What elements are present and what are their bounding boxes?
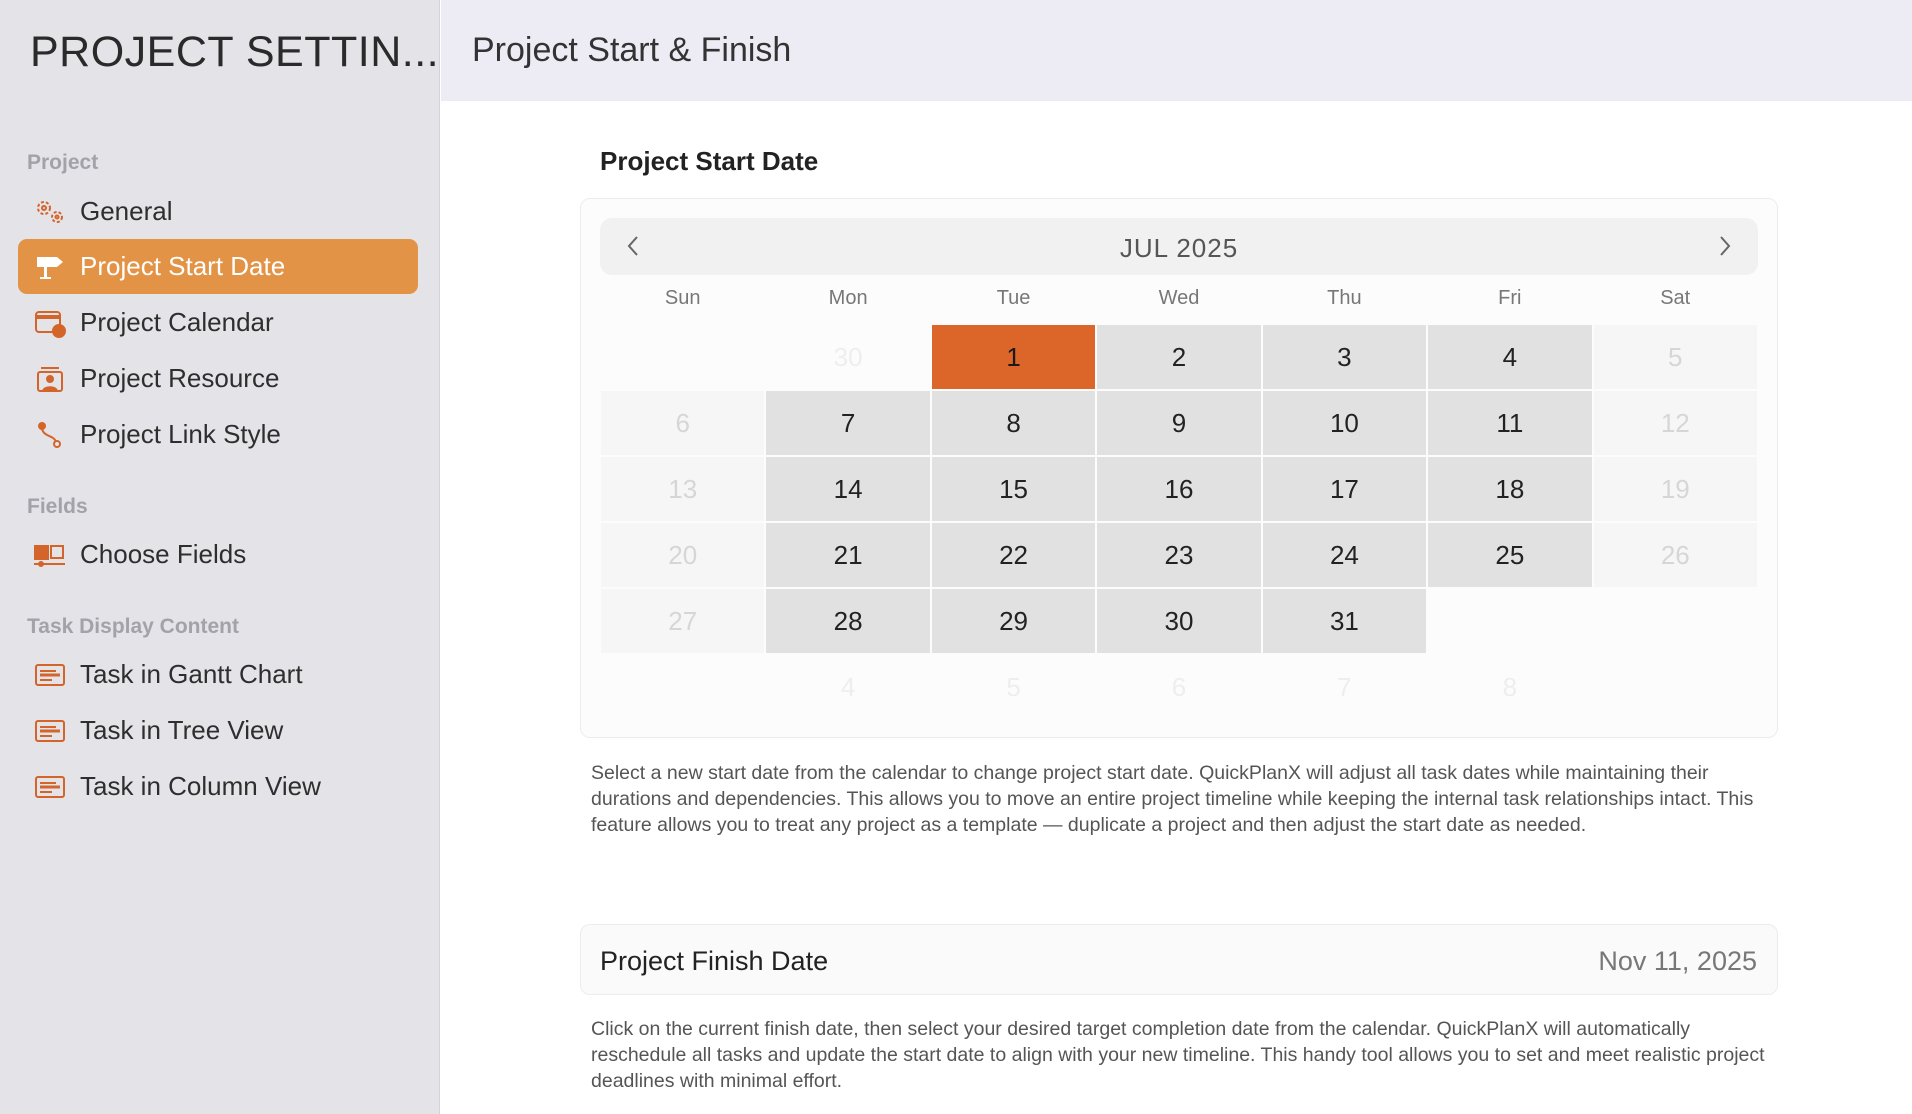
day-cell[interactable]: 25 — [1428, 523, 1592, 587]
task-card-icon — [32, 660, 68, 690]
section-fields: Fields — [27, 495, 88, 518]
sidebar-item-task-column[interactable]: Task in Column View — [18, 759, 418, 814]
day-cell: 4 — [840, 671, 856, 702]
chevron-right-icon[interactable] — [1710, 232, 1738, 260]
day-cell[interactable]: 15 — [931, 457, 1096, 521]
calendar-nav: JUL 2025 — [600, 218, 1758, 275]
day-cell[interactable]: 3 — [1262, 325, 1427, 389]
sidebar-item-task-gantt[interactable]: Task in Gantt Chart — [18, 647, 418, 702]
weekday-label: Mon — [828, 287, 868, 309]
sidebar-item-label: Project Resource — [80, 363, 280, 393]
day-cell[interactable]: 28 — [766, 589, 930, 653]
link-path-icon — [32, 420, 68, 450]
day-cell: 5 — [1006, 671, 1021, 702]
sidebar-item-project-link-style[interactable]: Project Link Style — [18, 407, 418, 462]
day-cell[interactable]: 11 — [1428, 391, 1592, 455]
calendar: JUL 2025 Sun Mon Tue Wed Thu Fri Sat 30 1 2 3 4 5 6 7… — [580, 198, 1778, 738]
sidebar-item-project-resource[interactable]: Project Resource — [18, 351, 418, 406]
day-cell[interactable]: 26 — [1593, 523, 1757, 587]
gears-icon — [32, 197, 68, 227]
day-cell: 8 — [1502, 671, 1518, 702]
day-cell[interactable]: 27 — [601, 589, 765, 653]
day-cell[interactable]: 5 — [1593, 325, 1757, 389]
day-cell[interactable]: 29 — [931, 589, 1096, 653]
sidebar-item-label: Project Start Date — [80, 251, 286, 281]
day-cell[interactable]: 16 — [1097, 457, 1261, 521]
day-cell[interactable]: 10 — [1262, 391, 1427, 455]
day-cell — [1594, 655, 1757, 719]
day-cell[interactable]: 6 — [601, 391, 765, 455]
day-cell[interactable]: 12 — [1593, 391, 1757, 455]
day-cell — [1428, 589, 1591, 653]
app-title: PROJECT SETTIN... — [30, 28, 440, 76]
sidebar: PROJECT SETTIN... Project Fields Task Di… — [0, 0, 440, 1114]
sidebar-item-label: Task in Tree View — [80, 715, 284, 745]
task-card-icon — [32, 716, 68, 746]
day-cell — [601, 655, 764, 719]
day-cell — [1594, 589, 1757, 653]
day-cell[interactable]: 13 — [601, 457, 765, 521]
day-cell[interactable]: 31 — [1262, 589, 1427, 653]
start-date-heading: Project Start Date — [600, 146, 819, 176]
day-cell[interactable]: 23 — [1097, 523, 1261, 587]
sidebar-item-project-start-date[interactable]: Project Start Date — [18, 239, 418, 294]
calendar-clock-icon — [32, 308, 68, 338]
day-cell[interactable]: 18 — [1428, 457, 1592, 521]
weekday-label: Tue — [996, 287, 1031, 309]
day-cell[interactable]: 2 — [1097, 325, 1261, 389]
sidebar-item-choose-fields[interactable]: Choose Fields — [18, 527, 418, 582]
header: Project Start & Finish — [441, 0, 1912, 101]
day-cell[interactable]: 24 — [1262, 523, 1427, 587]
day-cell: 30 — [833, 341, 863, 372]
day-cell[interactable]: 14 — [766, 457, 930, 521]
day-cell[interactable]: 8 — [931, 391, 1096, 455]
sidebar-item-label: Project Calendar — [80, 307, 274, 337]
day-cell[interactable]: 7 — [766, 391, 930, 455]
finish-date-value[interactable]: Nov 11, 2025 — [1598, 946, 1757, 976]
sidebar-item-label: Task in Column View — [80, 771, 321, 801]
day-cell[interactable]: 19 — [1593, 457, 1757, 521]
weekday-header: Sun Mon Tue Wed Thu Fri Sat — [600, 287, 1758, 310]
weekday-label: Sat — [1660, 287, 1691, 309]
day-cell[interactable]: 30 — [1097, 589, 1261, 653]
day-cell[interactable]: 9 — [1097, 391, 1261, 455]
weekday-label: Thu — [1327, 287, 1362, 309]
finish-date-row[interactable]: Project Finish Date Nov 11, 2025 — [580, 924, 1778, 995]
finish-date-description: Click on the current finish date, then s… — [591, 1018, 1765, 1092]
weekday-label: Wed — [1158, 287, 1200, 309]
day-cell[interactable]: 17 — [1262, 457, 1427, 521]
day-cell: 7 — [1337, 671, 1352, 702]
sidebar-item-project-calendar[interactable]: Project Calendar — [18, 295, 418, 350]
day-cell[interactable]: 4 — [1428, 325, 1592, 389]
day-cell — [601, 325, 764, 389]
finish-date-label: Project Finish Date — [600, 946, 829, 976]
signpost-icon — [32, 252, 68, 282]
section-task-display: Task Display Content — [27, 615, 239, 638]
sidebar-item-task-tree[interactable]: Task in Tree View — [18, 703, 418, 758]
month-label: JUL 2025 — [1119, 233, 1239, 263]
weekday-label: Fri — [1498, 287, 1522, 309]
sidebar-item-general[interactable]: General — [18, 184, 418, 239]
section-project: Project — [27, 151, 99, 174]
fields-icon — [32, 540, 68, 570]
task-card-icon — [32, 772, 68, 802]
day-cell[interactable]: 21 — [766, 523, 930, 587]
day-cell[interactable]: 22 — [931, 523, 1096, 587]
sidebar-item-label: Project Link Style — [80, 419, 281, 449]
day-cell[interactable]: 20 — [601, 523, 765, 587]
resource-person-icon — [32, 364, 68, 394]
sidebar-item-label: General — [80, 196, 173, 226]
weekday-label: Sun — [664, 287, 701, 309]
sidebar-item-label: Choose Fields — [80, 539, 247, 569]
page-title: Project Start & Finish — [472, 31, 792, 69]
day-cell-selected[interactable]: 1 — [931, 325, 1096, 389]
day-cell: 6 — [1171, 671, 1187, 702]
start-date-description: Select a new start date from the calenda… — [591, 762, 1754, 836]
chevron-left-icon[interactable] — [620, 232, 648, 260]
sidebar-item-label: Task in Gantt Chart — [80, 659, 303, 689]
